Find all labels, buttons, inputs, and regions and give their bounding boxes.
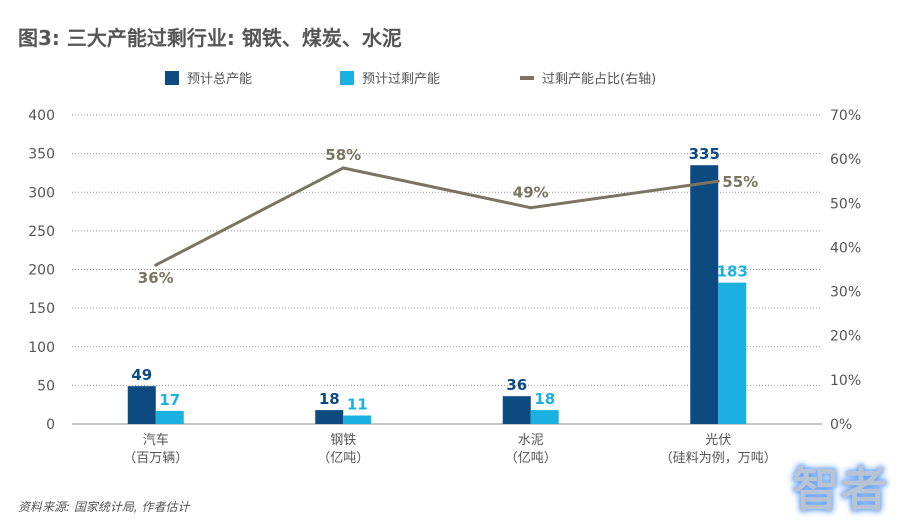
- data-label: 11: [347, 396, 368, 414]
- data-label: 335: [689, 145, 720, 163]
- legend-label: 过剩产能占比(右轴): [542, 72, 657, 87]
- y-tick-left: 350: [28, 147, 55, 163]
- data-label: 17: [159, 391, 180, 409]
- line-point: [716, 179, 720, 183]
- y-tick-right: 0%: [830, 417, 852, 433]
- x-tick-label: 钢铁: [330, 433, 356, 448]
- ratio-line: [155, 166, 719, 267]
- y-tick-left: 400: [28, 108, 55, 124]
- x-tick-label: （亿吨）: [317, 451, 369, 466]
- legend-label: 预计总产能: [187, 72, 253, 87]
- legend-item-excess: 预计过剩产能: [340, 68, 440, 87]
- y-tick-right: 10%: [830, 373, 861, 389]
- y-tick-right: 70%: [830, 108, 861, 124]
- y-tick-right: 30%: [830, 285, 861, 301]
- x-tick-label: （亿吨）: [505, 451, 557, 466]
- y-tick-right: 20%: [830, 329, 861, 345]
- line-point: [341, 166, 345, 170]
- y-tick-left: 100: [28, 340, 55, 356]
- data-label: 18: [319, 390, 340, 408]
- legend-item-total: 预计总产能: [165, 68, 252, 87]
- line-label: 49%: [513, 184, 549, 202]
- data-label: 36: [506, 376, 527, 394]
- legend: 预计总产能 预计过剩产能 过剩产能占比(右轴): [0, 68, 900, 88]
- y-tick-left: 50: [37, 378, 55, 394]
- data-label: 183: [717, 263, 748, 281]
- bar: [127, 386, 156, 424]
- y-tick-left: 300: [28, 185, 55, 201]
- line-label: 58%: [325, 146, 361, 164]
- y-tick-left: 0: [46, 417, 55, 433]
- x-tick-label: （硅料为例，万吨）: [660, 451, 777, 466]
- legend-label: 预计过剩产能: [362, 72, 441, 87]
- y-tick-right: 40%: [830, 240, 861, 256]
- legend-swatch: [520, 75, 534, 80]
- bar: [530, 410, 559, 424]
- y-tick-left: 250: [28, 224, 55, 240]
- legend-swatch: [165, 70, 179, 85]
- data-label: 18: [534, 390, 555, 408]
- x-tick-label: 水泥: [518, 433, 544, 448]
- bar: [502, 396, 531, 424]
- y-tick-left: 150: [28, 301, 55, 317]
- legend-swatch: [340, 70, 354, 85]
- source-note: 资料来源: 国家统计局, 作者估计: [18, 500, 190, 514]
- line-label: 36%: [138, 269, 174, 287]
- legend-item-ratio: 过剩产能占比(右轴): [520, 68, 656, 87]
- bar: [343, 415, 372, 424]
- data-label: 49: [131, 366, 152, 384]
- x-tick-label: 光伏: [705, 433, 731, 448]
- line-label: 55%: [722, 173, 758, 191]
- line-point: [529, 206, 533, 210]
- bar: [690, 165, 719, 424]
- y-tick-right: 50%: [830, 196, 861, 212]
- chart-title: 图3: 三大产能过剩行业: 钢铁、煤炭、水泥: [18, 26, 402, 50]
- bar: [155, 410, 184, 424]
- x-tick-label: （百万辆）: [123, 451, 188, 466]
- x-tick-label: 汽车: [143, 432, 169, 448]
- y-tick-left: 200: [28, 263, 55, 279]
- watermark-logo: 智者: [792, 462, 889, 518]
- bar: [315, 410, 344, 424]
- y-tick-right: 60%: [830, 152, 861, 168]
- line-point: [154, 263, 158, 267]
- bar: [718, 282, 747, 424]
